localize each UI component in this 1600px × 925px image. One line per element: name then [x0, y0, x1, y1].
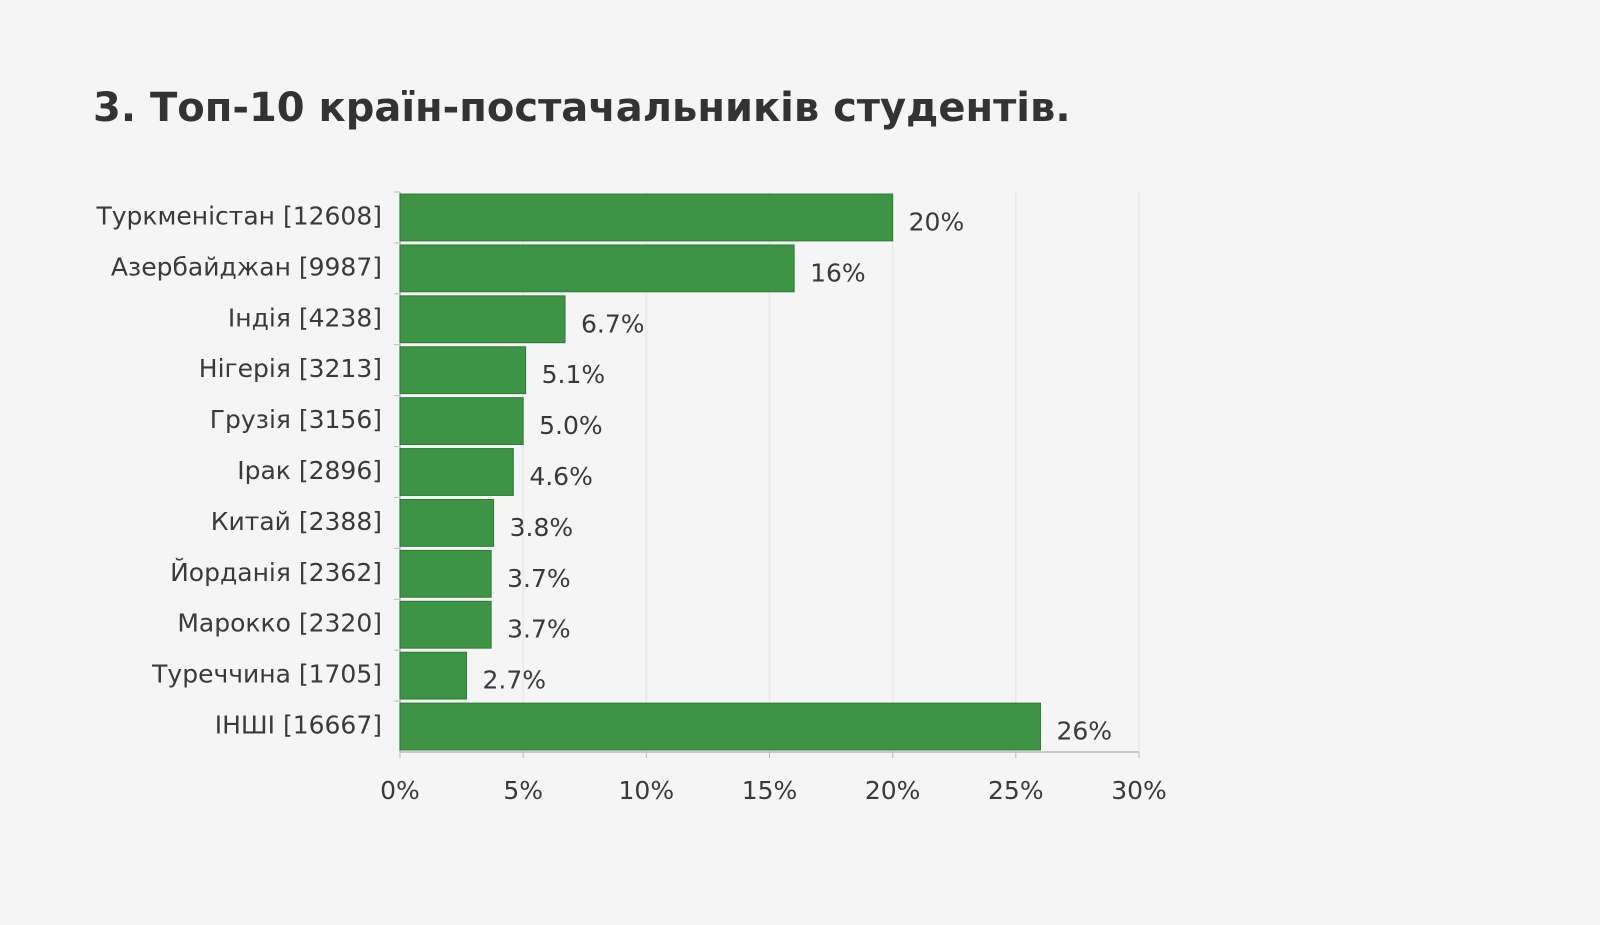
bar — [399, 448, 514, 496]
bar — [399, 295, 566, 344]
y-tick-label: Туреччина [1705] — [151, 660, 382, 689]
value-label: 16% — [810, 258, 866, 287]
y-tick-label: Нігерія [3213] — [199, 354, 382, 383]
bar — [399, 498, 495, 547]
chart-title: 3. Топ-10 країн-постачальників студентів… — [93, 85, 1071, 131]
x-tick-label: 25% — [988, 776, 1044, 805]
value-label: 6.7% — [581, 309, 645, 338]
value-label: 5.1% — [542, 360, 606, 389]
x-tick-label: 30% — [1111, 776, 1167, 805]
value-label: 26% — [1056, 717, 1112, 746]
value-label: 5.0% — [539, 411, 603, 440]
value-label: 2.7% — [483, 666, 547, 695]
y-tick-label: Ірак [2896] — [237, 456, 382, 485]
bar — [399, 549, 492, 598]
x-tick-label: 5% — [503, 776, 543, 805]
y-tick-label: ІНШІ [16667] — [215, 711, 382, 740]
value-label: 3.7% — [507, 564, 571, 593]
y-tick-label: Азербайджан [9987] — [111, 252, 382, 281]
bar — [399, 600, 492, 649]
bar — [399, 346, 527, 395]
x-tick-label: 0% — [380, 776, 420, 805]
bar — [399, 651, 468, 700]
y-tick-label: Йорданія [2362] — [170, 558, 382, 587]
y-tick-label: Туркменістан [12608] — [95, 201, 382, 230]
value-label: 3.7% — [507, 615, 571, 644]
y-tick-label: Марокко [2320] — [177, 609, 382, 638]
x-tick-label: 20% — [865, 776, 921, 805]
x-tick-label: 15% — [742, 776, 798, 805]
x-tick-label: 10% — [619, 776, 675, 805]
value-label: 4.6% — [529, 462, 593, 491]
bar — [399, 397, 524, 446]
bar — [399, 244, 795, 293]
y-tick-label: Грузія [3156] — [210, 405, 382, 434]
value-label: 20% — [909, 207, 965, 236]
bar — [399, 193, 894, 242]
y-tick-label: Індія [4238] — [228, 303, 382, 332]
y-tick-label: Китай [2388] — [211, 507, 382, 536]
value-label: 3.8% — [510, 513, 574, 542]
bar — [399, 702, 1041, 751]
